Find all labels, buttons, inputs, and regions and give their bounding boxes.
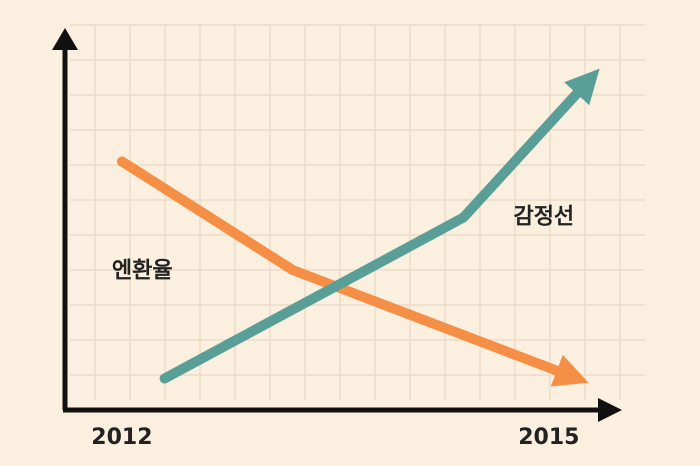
plot [116, 68, 600, 387]
series-line [116, 156, 589, 387]
y-axis-arrow [52, 28, 78, 50]
series-label: 엔환율 [112, 259, 173, 284]
series-line [159, 68, 600, 384]
x-axis-arrow [598, 398, 622, 422]
x-tick-label: 2015 [518, 425, 579, 450]
x-tick-label: 2012 [91, 425, 152, 450]
series-label: 감정선 [513, 205, 574, 230]
grid [70, 24, 645, 400]
